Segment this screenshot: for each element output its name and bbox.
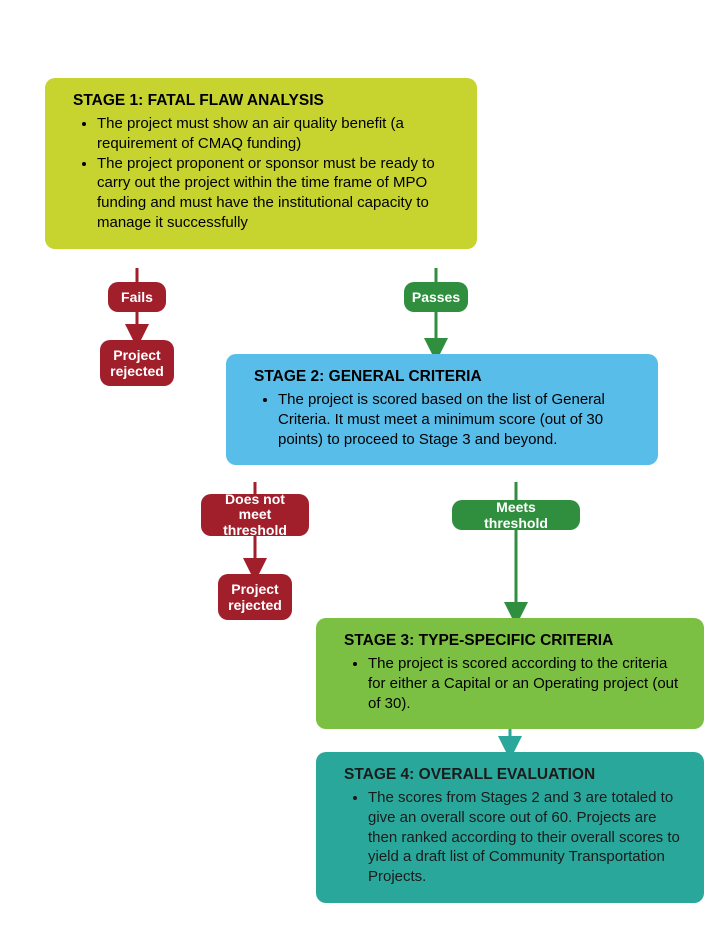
stage3-box: STAGE 3: TYPE-SPECIFIC CRITERIA The proj… (316, 618, 704, 729)
stage4-title: STAGE 4: OVERALL EVALUATION (344, 766, 684, 784)
stage3-bullet: The project is scored according to the c… (368, 654, 684, 713)
stage2-box: STAGE 2: GENERAL CRITERIA The project is… (226, 354, 658, 465)
stage4-box: STAGE 4: OVERALL EVALUATION The scores f… (316, 752, 704, 903)
stage3-title: STAGE 3: TYPE-SPECIFIC CRITERIA (344, 632, 684, 650)
stage4-bullet: The scores from Stages 2 and 3 are total… (368, 788, 684, 887)
stage2-bullet: The project is scored based on the list … (278, 390, 638, 449)
stage1-box: STAGE 1: FATAL FLAW ANALYSIS The project… (45, 78, 477, 249)
reject-box-1: Projectrejected (100, 340, 174, 386)
stage1-title: STAGE 1: FATAL FLAW ANALYSIS (73, 92, 457, 110)
passes-pill-2: Meets threshold (452, 500, 580, 530)
reject-box-2: Projectrejected (218, 574, 292, 620)
fails-pill-1: Fails (108, 282, 166, 312)
stage1-bullet: The project must show an air quality ben… (97, 114, 457, 154)
stage1-bullet: The project proponent or sponsor must be… (97, 154, 457, 233)
fails-pill-2: Does not meet threshold (201, 494, 309, 536)
stage2-title: STAGE 2: GENERAL CRITERIA (254, 368, 638, 386)
passes-pill-1: Passes (404, 282, 468, 312)
